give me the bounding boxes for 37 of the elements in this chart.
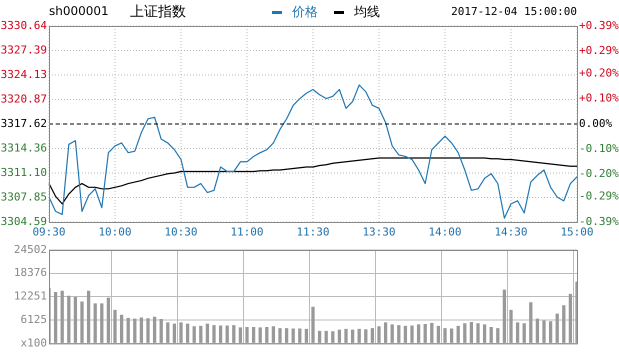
y2-tick-label: -0.20%	[579, 167, 619, 180]
y-tick-label: 3324.13	[0, 68, 47, 81]
x-tick-label: 13:30	[362, 225, 396, 238]
y-tick-label: 6125	[20, 312, 47, 326]
legend-label: 均线	[354, 4, 380, 21]
x-tick-label: 14:00	[428, 225, 462, 238]
y-tick-label: 3314.36	[0, 141, 47, 154]
x-tick-label: 11:00	[230, 225, 264, 238]
x-tick-label: 14:30	[494, 225, 528, 238]
y-tick-label: 18376	[14, 266, 47, 280]
y2-tick-label: +0.10%	[579, 92, 619, 105]
y-tick-label: 3327.39	[0, 43, 47, 56]
text: 2017-12-04 15:00:00	[451, 5, 577, 18]
y2-tick-label: 0.00%	[579, 116, 612, 130]
x-tick-label: 10:00	[98, 225, 132, 238]
y-tick-label: 3311.10	[0, 166, 47, 179]
y-tick-label: 12251	[14, 290, 47, 303]
y2-tick-label: -0.29%	[579, 190, 619, 203]
x-tick-label: 09:30	[32, 225, 66, 238]
y2-tick-label: +0.39%	[579, 18, 619, 32]
y2-tick-label: -0.39%	[579, 214, 619, 228]
y-tick-label: 3330.64	[0, 18, 48, 32]
y-tick-label: 3307.85	[0, 190, 47, 204]
y-tick-label: 3320.87	[0, 92, 47, 106]
y-tick-label: 24502	[14, 242, 47, 256]
x-tick-label: 15:00	[560, 225, 594, 238]
y-tick-label: 3317.62	[0, 116, 47, 130]
x-tick-label: 11:30	[296, 225, 330, 238]
y-tick-label: x100	[20, 336, 47, 350]
chart-subtitle: sh000001	[49, 4, 109, 18]
y2-tick-label: +0.29%	[579, 44, 619, 57]
chart-title: 上证指数	[130, 3, 186, 21]
x-tick-label: 10:30	[164, 225, 198, 238]
y2-tick-label: +0.20%	[579, 66, 619, 80]
legend-label: 价格	[292, 4, 318, 21]
y2-tick-label: -0.10%	[579, 142, 619, 155]
y-tick-label: 3304.59	[0, 214, 47, 228]
